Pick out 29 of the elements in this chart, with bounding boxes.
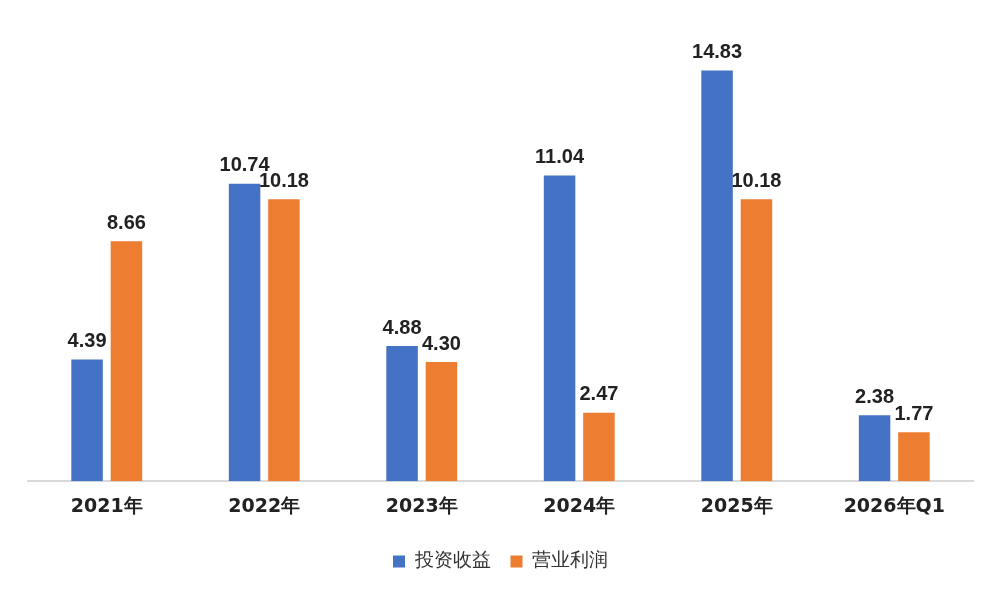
bar (268, 199, 300, 482)
bar (228, 183, 261, 482)
bar (386, 346, 418, 482)
data-label: 4.88 (382, 315, 422, 338)
data-label: 4.30 (421, 331, 461, 354)
bar (543, 175, 576, 482)
bar (740, 199, 773, 482)
x-tick-label: 2023年 (385, 493, 458, 516)
x-tick-label: 2024年 (543, 493, 616, 516)
data-label: 8.66 (106, 210, 146, 233)
data-label: 4.39 (67, 329, 107, 352)
data-label: 2.38 (855, 384, 895, 407)
data-label: 1.77 (894, 401, 934, 424)
bar (898, 432, 930, 482)
data-label: 11.04 (535, 144, 585, 167)
data-label: 2.47 (579, 382, 619, 405)
bar (425, 362, 458, 482)
legend-label: 投资收益 (413, 548, 491, 571)
data-label: 14.83 (692, 39, 743, 62)
bar (110, 241, 143, 482)
bar (858, 415, 891, 482)
x-tick-label: 2025年 (700, 493, 773, 516)
x-tick-label: 2022年 (228, 493, 301, 516)
x-tick-label: 2026年Q1 (843, 493, 945, 516)
x-tick-label: 2021年 (70, 493, 143, 516)
legend-label: 营业利润 (532, 548, 608, 571)
bar (71, 359, 103, 482)
bar (701, 70, 733, 482)
bar (583, 412, 615, 482)
